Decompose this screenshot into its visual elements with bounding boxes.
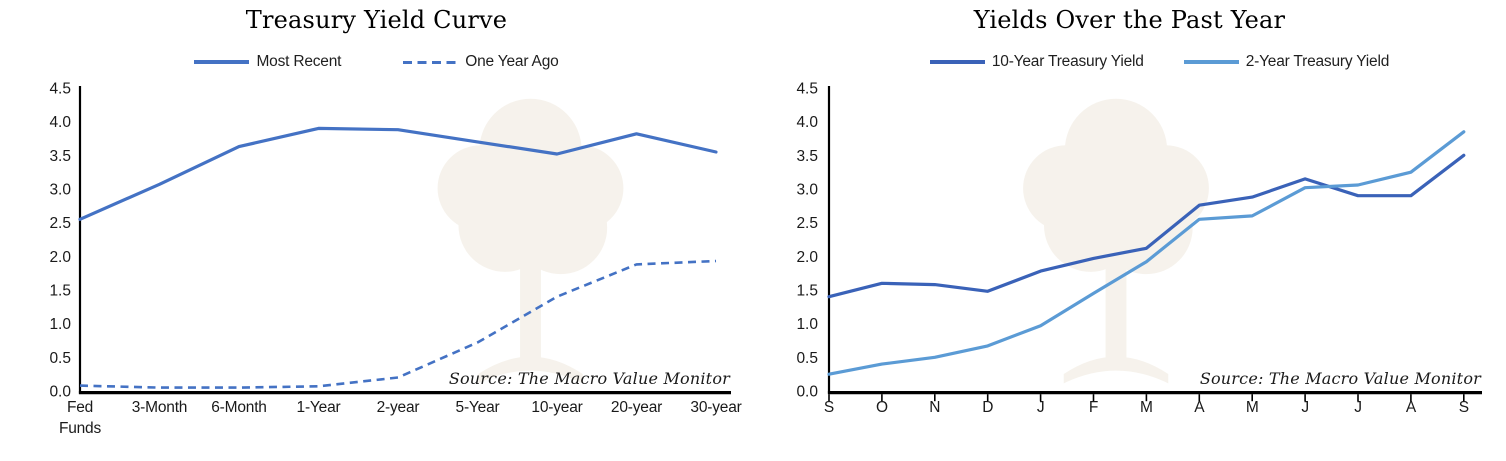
legend-label: One Year Ago — [465, 53, 559, 70]
y-axis-tick-label: 4.0 — [49, 114, 71, 131]
x-axis-tick-label: F — [1089, 399, 1098, 416]
y-axis-tick-label: 1.5 — [49, 283, 71, 300]
solid-line-swatch-icon — [929, 60, 985, 64]
x-axis-tick-label: 2-year — [377, 399, 420, 416]
y-axis-tick-label: 3.0 — [796, 182, 818, 199]
treasury-yield-curve-plot: 0.0 0.5 1.0 1.5 2.0 2.5 3.0 3.5 4.0 4.5 Fed Funds 3-… — [49, 81, 741, 438]
x-axis-tick-label: A — [1406, 399, 1417, 416]
y-axis-tick-label: 2.0 — [796, 249, 818, 266]
x-axis-tick-label: 1-Year — [297, 399, 341, 416]
y-axis-tick-label: 2.5 — [796, 215, 818, 232]
legend-item-2-year: 2-Year Treasury Yield — [1183, 53, 1390, 71]
yields-over-past-year-plot: 0.0 0.5 1.0 1.5 2.0 2.5 3.0 3.5 4.0 4.5 S O N D J F M A M J… — [796, 81, 1482, 416]
x-axis-tick-label: 20-year — [611, 399, 662, 416]
y-axis-tick-label: 3.5 — [796, 148, 818, 165]
y-axis-tick-label: 0.5 — [49, 350, 71, 367]
chart-title: Yields Over the Past Year — [973, 6, 1286, 34]
x-axis-tick-label: 6-Month — [211, 399, 266, 416]
y-axis-tick-label: 2.0 — [49, 249, 71, 266]
series-line-10-year-treasury-yield — [827, 153, 1466, 299]
y-axis-tick-label: 4.5 — [796, 81, 818, 98]
series-line-one-year-ago — [79, 259, 717, 389]
y-axis-tick-label: 3.5 — [49, 148, 71, 165]
x-axis-tick-label: 30-year — [690, 399, 741, 416]
legend-label: 10-Year Treasury Yield — [991, 53, 1144, 70]
y-axis-tick-label: 0.0 — [796, 384, 818, 401]
x-axis-tick-label: M — [1140, 399, 1153, 416]
yields-over-past-year-panel: Yields Over the Past Year 10-Year Treasu… — [753, 0, 1506, 461]
x-axis-tick-label: M — [1246, 399, 1259, 416]
solid-line-swatch-icon — [1183, 60, 1239, 64]
x-axis-tick-label: J — [1354, 399, 1362, 416]
x-axis-tick-label: O — [876, 399, 888, 416]
y-axis-tick-label: 1.0 — [796, 316, 818, 333]
y-axis-tick-label: 1.0 — [49, 316, 71, 333]
legend-item-one-year-ago: One Year Ago — [403, 53, 559, 71]
source-label: Source: The Macro Value Monitor — [448, 369, 730, 388]
source-label: Source: The Macro Value Monitor — [1199, 369, 1481, 388]
y-axis-tick-label: 0.0 — [49, 384, 71, 401]
legend-label: 2-Year Treasury Yield — [1245, 53, 1390, 70]
x-axis-tick-label: J — [1037, 399, 1045, 416]
y-axis-tick-label: 4.0 — [796, 114, 818, 131]
legend: 10-Year Treasury Yield 2-Year Treasury Y… — [783, 53, 1506, 71]
y-axis-tick-label: 3.0 — [49, 182, 71, 199]
x-axis-tick-label: Fed Funds — [59, 399, 102, 437]
y-axis-tick-label: 1.5 — [796, 283, 818, 300]
legend-label: Most Recent — [256, 53, 342, 70]
x-axis-tick-label: S — [1459, 399, 1469, 416]
x-axis-tick-label: J — [1301, 399, 1309, 416]
series-line-most-recent — [78, 126, 718, 221]
legend-item-most-recent: Most Recent — [194, 53, 341, 71]
x-axis-tick-label: 10-year — [531, 399, 582, 416]
legend: Most Recent One Year Ago — [0, 53, 753, 71]
series-line-2-year-treasury-yield — [827, 130, 1466, 376]
x-axis-tick-label: S — [824, 399, 834, 416]
x-axis-tick-label: 3-Month — [132, 399, 187, 416]
chart-title: Treasury Yield Curve — [245, 6, 508, 34]
x-axis-tick-label: 5-Year — [456, 399, 500, 416]
y-axis-tick-label: 2.5 — [49, 215, 71, 232]
y-axis-tick-label: 0.5 — [796, 350, 818, 367]
x-axis-tick-label: A — [1194, 399, 1205, 416]
x-axis-tick-label: N — [929, 399, 940, 416]
treasury-yield-curve-panel: Treasury Yield Curve Most Recent One Yea… — [0, 6, 753, 438]
x-axis-tick-label: D — [982, 399, 993, 416]
legend-item-10-year: 10-Year Treasury Yield — [929, 53, 1144, 71]
y-axis-tick-label: 4.5 — [49, 81, 71, 98]
dashed-line-swatch-icon — [403, 60, 459, 64]
solid-line-swatch-icon — [194, 60, 250, 64]
